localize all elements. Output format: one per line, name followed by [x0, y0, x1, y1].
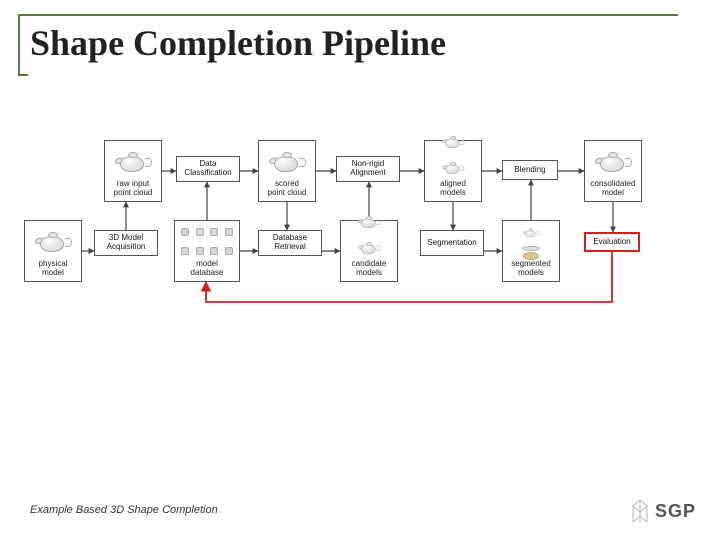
model_db-label: modeldatabase [178, 260, 236, 278]
footer-caption: Example Based 3D Shape Completion [30, 504, 218, 516]
consolidated-label: consolidatedmodel [588, 180, 638, 198]
classify-label: DataClassification [184, 160, 231, 178]
title-tick [18, 74, 28, 76]
node-scored: scoredpoint cloud [258, 140, 316, 202]
node-raw_input: raw inputpoint cloud [104, 140, 162, 202]
page-title: Shape Completion Pipeline [30, 22, 446, 64]
node-physical: physicalmodel [24, 220, 82, 282]
raw_input-label: raw inputpoint cloud [108, 180, 158, 198]
logo-text: SGP [655, 501, 696, 522]
acq-label: 3D ModelAcquisition [107, 234, 146, 252]
node-model_db: modeldatabase [174, 220, 240, 282]
raw_input-thumb [108, 143, 158, 180]
aligned-label: alignedmodels [428, 180, 478, 198]
process-segment: Segmentation [420, 230, 484, 256]
node-aligned: alignedmodels [424, 140, 482, 202]
pipeline-diagram: physicalmodel raw inputpoint cloud modelda… [24, 130, 696, 350]
process-classify: DataClassification [176, 156, 240, 182]
retrieve-label: DatabaseRetrieval [273, 234, 307, 252]
process-eval: Evaluation [584, 232, 640, 252]
candidate-label: candidatemodels [344, 260, 394, 278]
scored-thumb [262, 143, 312, 180]
aligned-thumb [428, 130, 478, 180]
segmented-thumb [506, 221, 556, 260]
consolidated-thumb [588, 143, 638, 180]
physical-label: physicalmodel [28, 260, 78, 278]
process-blend: Blending [502, 160, 558, 180]
segmented-label: segmentedmodels [506, 260, 556, 278]
logo-glyph-icon [629, 498, 651, 524]
blend-label: Blending [514, 166, 545, 175]
align-label: Non-rigidAlignment [350, 160, 386, 178]
scored-label: scoredpoint cloud [262, 180, 312, 198]
process-align: Non-rigidAlignment [336, 156, 400, 182]
physical-thumb [28, 223, 78, 260]
title-vertical-rule [18, 14, 20, 74]
sgp-logo: SGP [629, 498, 696, 524]
eval-label: Evaluation [593, 238, 630, 247]
node-segmented: segmentedmodels [502, 220, 560, 282]
model_db-thumb [178, 223, 236, 260]
segment-label: Segmentation [427, 239, 476, 248]
node-consolidated: consolidatedmodel [584, 140, 642, 202]
title-rule [18, 14, 678, 16]
process-acq: 3D ModelAcquisition [94, 230, 158, 256]
candidate-thumb [344, 210, 394, 260]
node-candidate: candidatemodels [340, 220, 398, 282]
process-retrieve: DatabaseRetrieval [258, 230, 322, 256]
